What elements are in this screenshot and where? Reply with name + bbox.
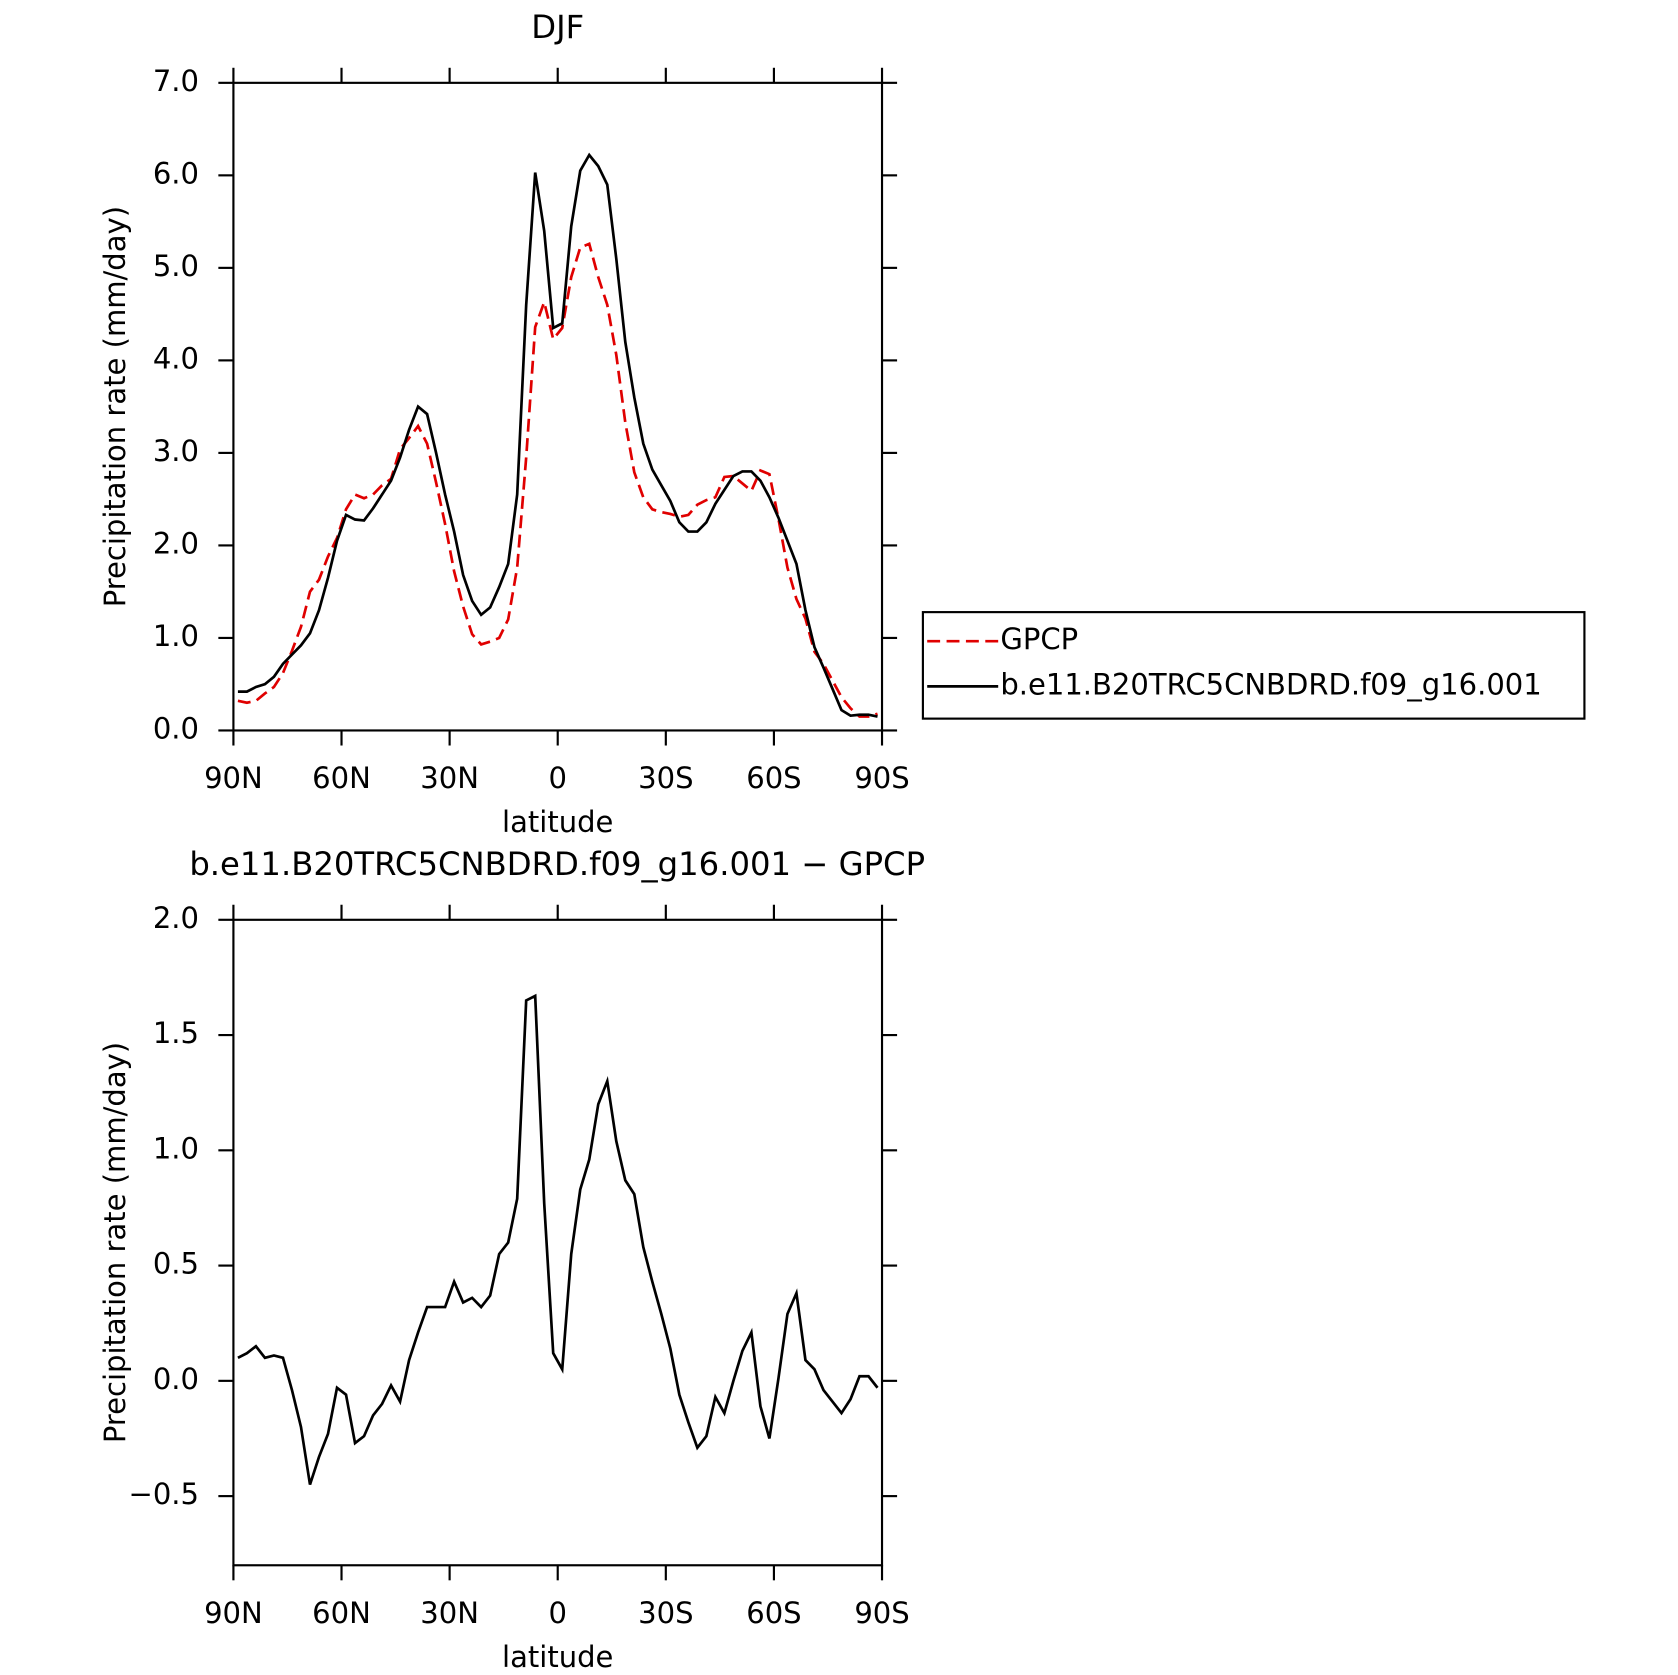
plot-frame <box>232 918 884 1567</box>
y-tick-label: 4.0 <box>153 341 199 375</box>
data-line <box>237 241 878 718</box>
x-tick-label: 30S <box>638 1596 693 1630</box>
chart-title: b.e11.B20TRC5CNBDRD.f09_g16.001 − GPCP <box>189 845 925 883</box>
data-line <box>237 993 879 1486</box>
x-tick-label: 60N <box>312 1596 371 1630</box>
x-tick-label: 30S <box>638 761 693 795</box>
y-tick-label: 0.0 <box>153 1362 199 1396</box>
y-tick-label: 1.0 <box>153 619 199 653</box>
x-tick-label: 60S <box>746 1596 801 1630</box>
y-tick-label: 1.5 <box>153 1016 199 1050</box>
plot-frame <box>232 81 884 732</box>
y-tick-label: 7.0 <box>153 64 199 98</box>
y-tick-label: 1.0 <box>153 1131 199 1165</box>
x-axis-label: latitude <box>502 805 613 839</box>
legend-label: b.e11.B20TRC5CNBDRD.f09_g16.001 <box>1000 667 1541 701</box>
data-line <box>237 152 878 718</box>
y-tick-label: 2.0 <box>153 901 199 935</box>
x-tick-label: 90S <box>854 761 909 795</box>
x-axis-label: latitude <box>502 1640 613 1674</box>
legend-box <box>921 611 1586 720</box>
x-tick-label: 0 <box>548 1596 566 1630</box>
x-tick-label: 0 <box>548 761 566 795</box>
y-tick-label: 5.0 <box>153 249 199 283</box>
legend-label: GPCP <box>1000 622 1078 656</box>
y-tick-label: 2.0 <box>153 526 199 560</box>
y-axis-label: Precipitation rate (mm/day) <box>98 1042 132 1443</box>
y-axis-label: Precipitation rate (mm/day) <box>98 206 132 607</box>
y-tick-label: 6.0 <box>153 156 199 190</box>
x-tick-label: 60S <box>746 761 801 795</box>
y-tick-label: 0.0 <box>153 711 199 745</box>
x-tick-label: 60N <box>312 761 371 795</box>
chart-title: DJF <box>531 8 584 46</box>
x-tick-label: 90N <box>204 761 263 795</box>
y-tick-label: 0.5 <box>153 1247 199 1281</box>
x-tick-label: 90S <box>854 1596 909 1630</box>
y-tick-label: 3.0 <box>153 434 199 468</box>
y-tick-label: −0.5 <box>128 1477 198 1511</box>
x-tick-label: 30N <box>420 761 479 795</box>
x-tick-label: 90N <box>204 1596 263 1630</box>
x-tick-label: 30N <box>420 1596 479 1630</box>
